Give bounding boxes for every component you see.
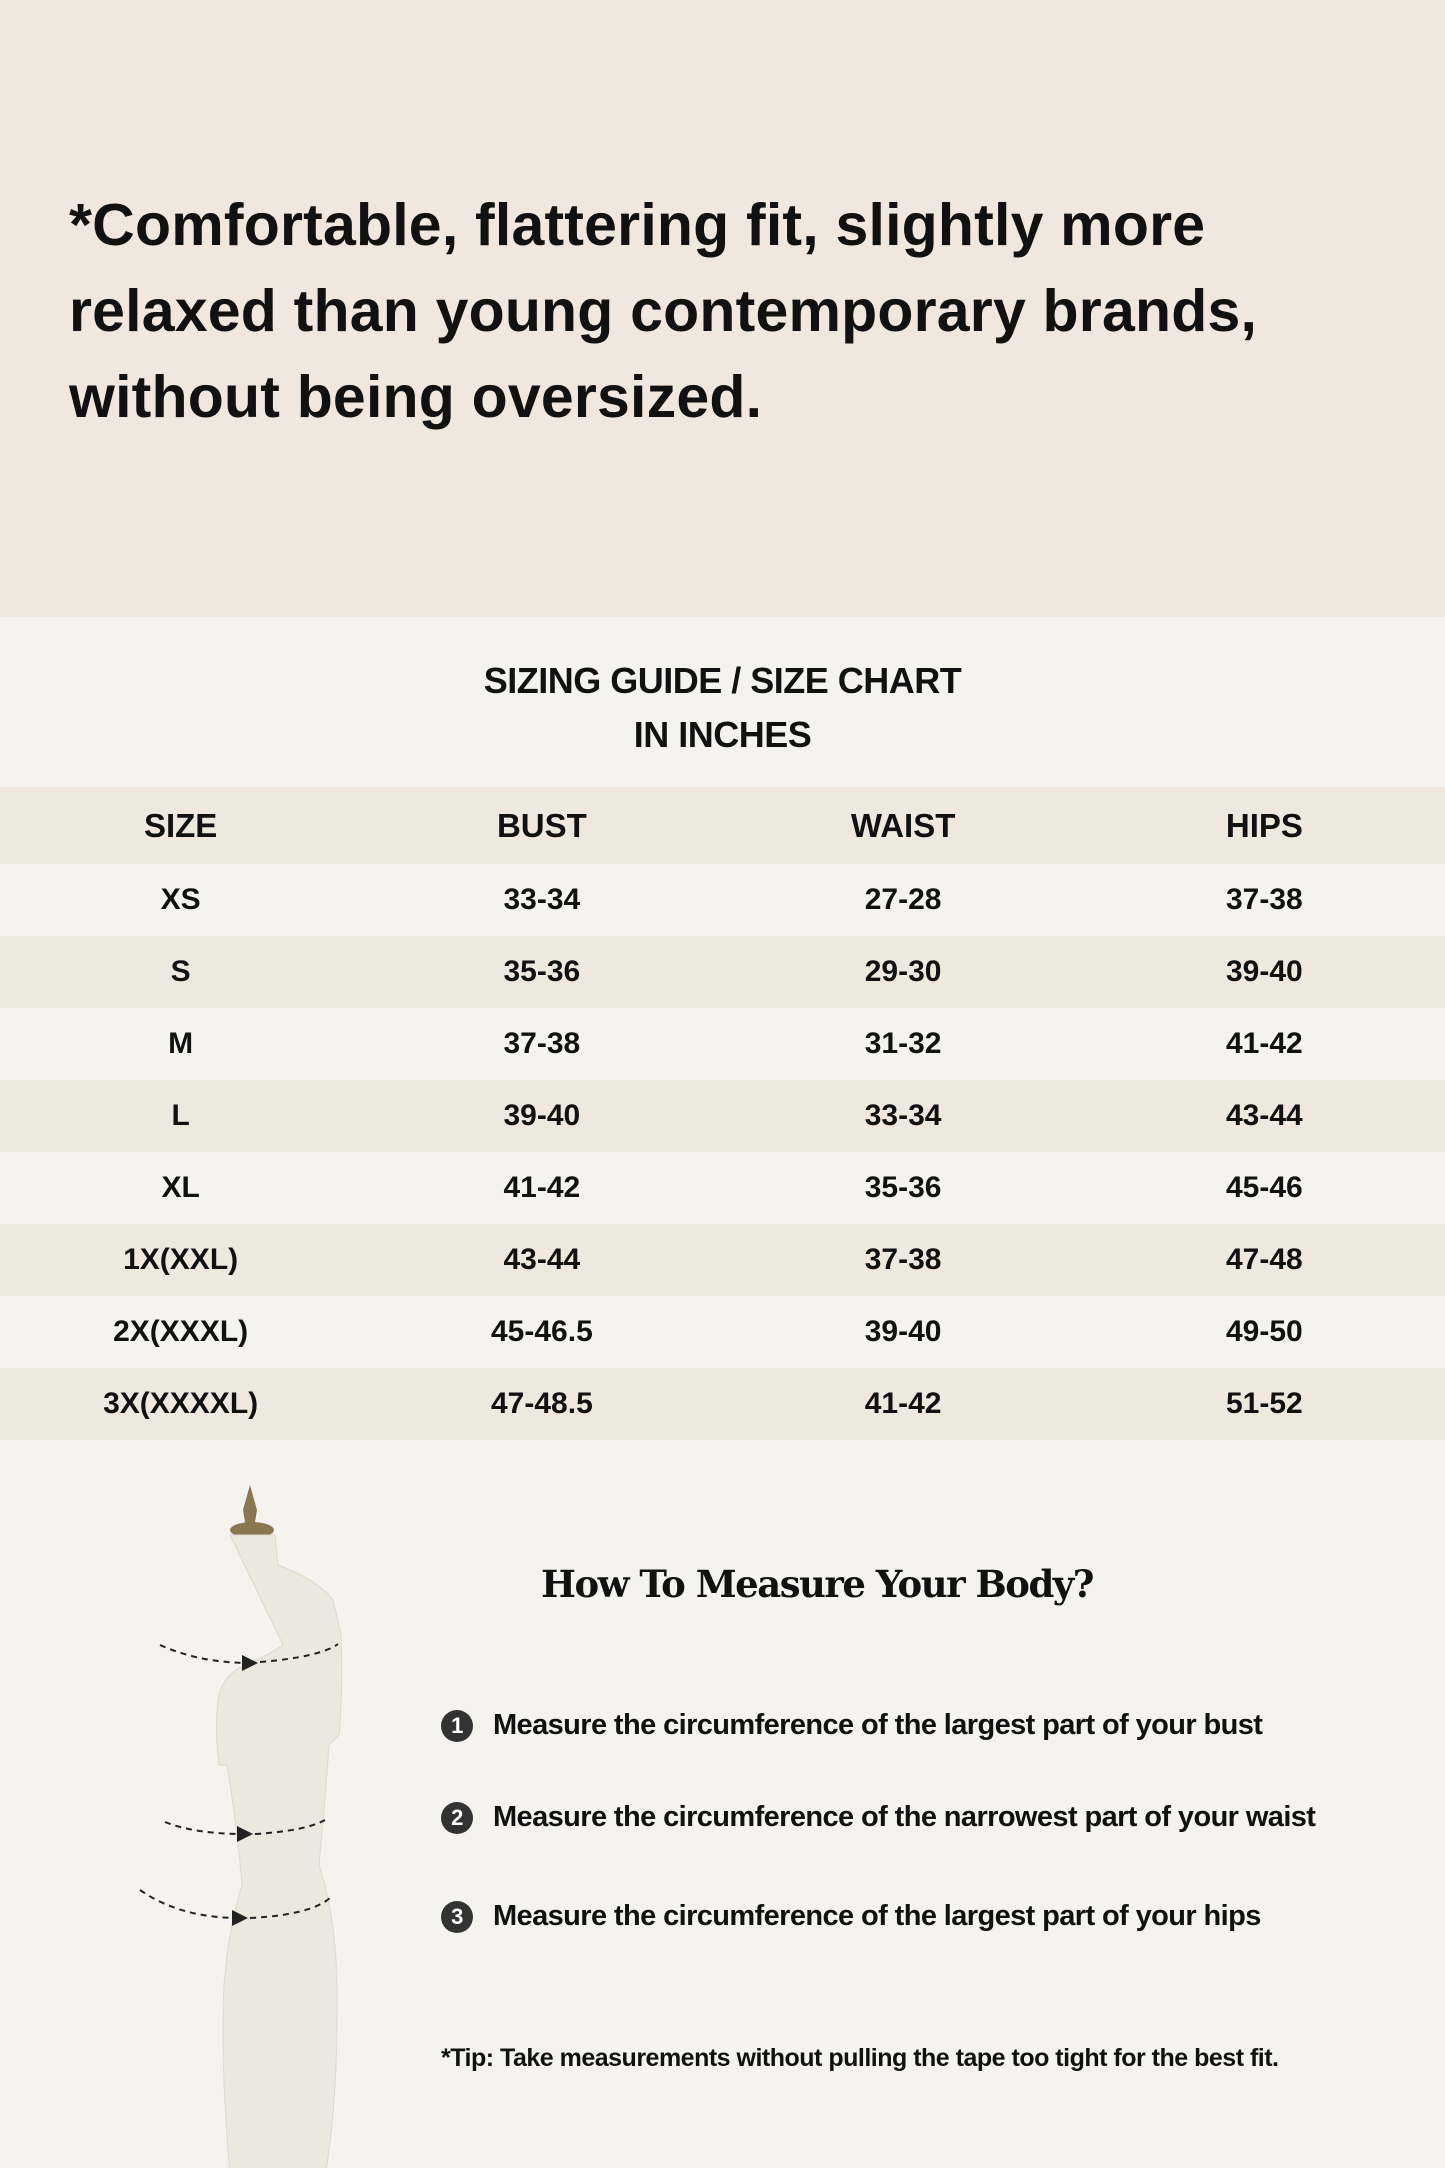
table-cell: 37-38: [503, 1027, 581, 1060]
table-cell: L: [171, 1099, 190, 1132]
number-badge-icon: 2: [441, 1801, 473, 1834]
table-row: 3X(XXXXL) 47-48.5 41-42 51-52: [0, 1368, 1445, 1440]
column-header: HIPS: [1225, 806, 1303, 844]
table-cell: 1X(XXL): [123, 1243, 239, 1276]
table-cell: 37-38: [864, 1243, 942, 1276]
number-badge-icon: 1: [441, 1709, 473, 1742]
fit-description: *Comfortable, flattering fit, slightly m…: [69, 192, 1258, 430]
table-cell: 35-36: [503, 955, 581, 988]
table-cell: 3X(XXXXL): [103, 1387, 259, 1420]
table-cell: 37-38: [1226, 883, 1303, 916]
table-cell: 27-28: [864, 883, 942, 916]
table-header: SIZE BUST WAIST HIPS: [0, 787, 1445, 864]
measure-step: 1 Measure the circumference of the large…: [441, 1709, 1263, 1742]
table-row: 2X(XXXL) 45-46.5 39-40 49-50: [0, 1296, 1445, 1368]
chart-title: SIZING GUIDE / SIZE CHART: [483, 660, 962, 701]
table-cell: 41-42: [503, 1171, 581, 1204]
number-badge-icon: 3: [441, 1900, 473, 1933]
table-cell: 41-42: [1226, 1027, 1303, 1060]
table-cell: 41-42: [864, 1387, 942, 1420]
table-cell: 43-44: [1226, 1099, 1303, 1132]
table-cell: 47-48.5: [491, 1387, 593, 1420]
table-cell: XL: [161, 1171, 200, 1204]
table-cell: 35-36: [864, 1171, 942, 1204]
table-cell: 51-52: [1226, 1387, 1303, 1420]
table-row: L 39-40 33-34 43-44: [0, 1080, 1445, 1152]
table-cell: 45-46: [1226, 1171, 1303, 1204]
table-cell: M: [168, 1027, 194, 1060]
measure-step: 2 Measure the circumference of the narro…: [441, 1801, 1316, 1834]
table-cell: 45-46.5: [491, 1315, 593, 1348]
table-cell: 39-40: [1226, 955, 1303, 988]
table-cell: 2X(XXXL): [113, 1315, 249, 1348]
table-cell: XS: [160, 883, 201, 916]
intro-banner: *Comfortable, flattering fit, slightly m…: [0, 0, 1445, 617]
table-cell: 43-44: [503, 1243, 581, 1276]
table-row: M 37-38 31-32 41-42: [0, 1008, 1445, 1080]
measure-step: 3 Measure the circumference of the large…: [441, 1900, 1261, 1933]
table-row: XL 41-42 35-36 45-46: [0, 1152, 1445, 1224]
measure-tip: *Tip: Take measurements without pulling …: [441, 2044, 1279, 2072]
table-row: S 35-36 29-30 39-40: [0, 936, 1445, 1008]
table-cell: 47-48: [1226, 1243, 1303, 1276]
table-cell: 29-30: [864, 955, 942, 988]
table-row: XS 33-34 27-28 37-38: [0, 864, 1445, 936]
measure-heading: How To Measure Your Body?: [541, 1562, 1095, 1606]
column-header: WAIST: [850, 806, 956, 844]
mannequin-illustration: [139, 1485, 343, 2168]
table-cell: 33-34: [864, 1099, 942, 1132]
size-table: SIZE BUST WAIST HIPS XS 33-34 27-28 37-38 S 3…: [0, 787, 1445, 1440]
column-header: BUST: [496, 806, 587, 844]
table-cell: 39-40: [503, 1099, 581, 1132]
table-cell: 31-32: [864, 1027, 942, 1060]
column-header: SIZE: [143, 806, 218, 844]
chart-subtitle: IN INCHES: [633, 714, 812, 755]
table-cell: S: [170, 955, 191, 988]
table-cell: 39-40: [864, 1315, 942, 1348]
table-cell: 33-34: [503, 883, 581, 916]
table-row: 1X(XXL) 43-44 37-38 47-48: [0, 1224, 1445, 1296]
table-cell: 49-50: [1226, 1315, 1303, 1348]
